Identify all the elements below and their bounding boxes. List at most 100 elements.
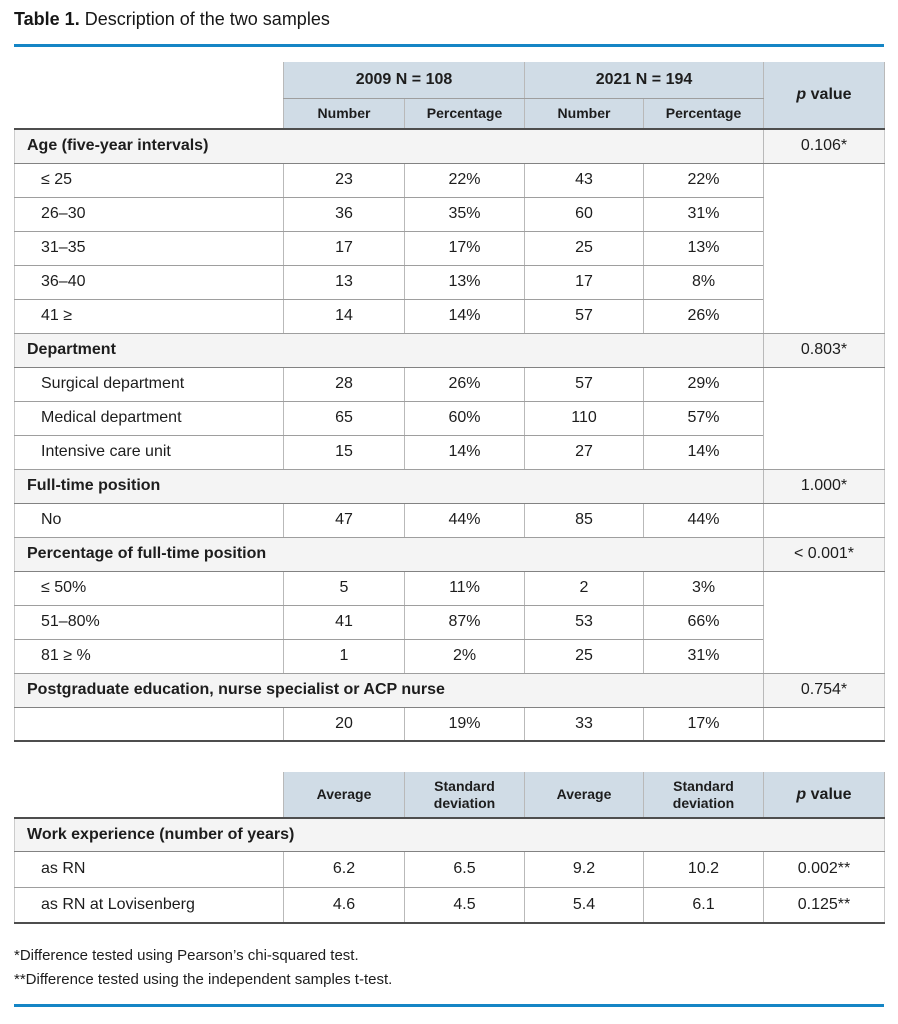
number-2009-cell: 36 [283, 196, 405, 232]
number-2009-cell: 41 [283, 604, 405, 640]
p-value-cell: 0.125** [763, 886, 885, 924]
work-experience-table: Average Standard deviation Average Stand… [14, 772, 885, 924]
header-percentage-2009: Percentage [404, 97, 525, 130]
sd-2021-cell: 10.2 [643, 850, 764, 888]
section-row-pct-fulltime: Percentage of full-time position < 0.001… [14, 536, 885, 572]
header-sd-2009: Standard deviation [404, 772, 525, 819]
p-symbol: p [796, 86, 807, 103]
footnote-t-test: **Difference tested using the independen… [14, 970, 393, 988]
row-label: No [14, 502, 284, 538]
percentage-2021-cell: 29% [643, 366, 764, 402]
header-percentage-2021: Percentage [643, 97, 764, 130]
row-label: Surgical department [14, 366, 284, 402]
number-2009-cell: 15 [283, 434, 405, 470]
p-value-span-cell [763, 502, 885, 538]
row-label: 31–35 [14, 230, 284, 266]
sd-2009-cell: 4.5 [404, 886, 525, 924]
p-symbol: p [796, 785, 807, 803]
row-label: 81 ≥ % [14, 638, 284, 674]
table-row: Surgical department 28 26% 57 29% [14, 366, 885, 470]
number-2021-cell: 27 [524, 434, 644, 470]
percentage-2009-cell: 11% [404, 570, 525, 606]
percentage-2021-cell: 8% [643, 264, 764, 300]
percentage-2009-cell: 44% [404, 502, 525, 538]
section-p-value: < 0.001* [763, 536, 885, 572]
top-rule [14, 44, 884, 47]
row-label: 41 ≥ [14, 298, 284, 334]
row-label: as RN [14, 850, 284, 888]
p-value-cell: 0.002** [763, 850, 885, 888]
header-average-2009: Average [283, 772, 405, 819]
percentage-2009-cell: 35% [404, 196, 525, 232]
table-row: ≤ 25 23 22% 43 22% [14, 162, 885, 334]
percentage-2009-cell: 87% [404, 604, 525, 640]
table-number-label: Table 1. [14, 9, 80, 29]
percentage-2021-cell: 3% [643, 570, 764, 606]
number-2021-cell: 33 [524, 706, 644, 742]
percentage-2009-cell: 19% [404, 706, 525, 742]
number-2009-cell: 47 [283, 502, 405, 538]
percentage-2021-cell: 31% [643, 638, 764, 674]
section-row-work-experience: Work experience (number of years) [14, 817, 885, 852]
sample-description-table: 2009 N = 108 2021 N = 194 p value Number… [14, 62, 885, 742]
page-title: Table 1. Description of the two samples [14, 9, 884, 30]
header-p-value: p value [763, 772, 885, 819]
row-label: 36–40 [14, 264, 284, 300]
number-2021-cell: 110 [524, 400, 644, 436]
row-label: Intensive care unit [14, 434, 284, 470]
section-label: Full-time position [14, 468, 764, 504]
average-2021-cell: 5.4 [524, 886, 644, 924]
number-2021-cell: 17 [524, 264, 644, 300]
p-value-span-cell [763, 366, 885, 470]
number-2009-cell: 28 [283, 366, 405, 402]
sd-2009-cell: 6.5 [404, 850, 525, 888]
section-label: Percentage of full-time position [14, 536, 764, 572]
number-2009-cell: 5 [283, 570, 405, 606]
percentage-2009-cell: 13% [404, 264, 525, 300]
percentage-2021-cell: 66% [643, 604, 764, 640]
table-row: 41 ≥ 14 14% 57 26% [14, 298, 885, 334]
average-2009-cell: 4.6 [283, 886, 405, 924]
section-p-value: 0.106* [763, 128, 885, 164]
sd-2021-cell: 6.1 [643, 886, 764, 924]
table-row: 26–30 36 35% 60 31% [14, 196, 885, 232]
table-row: 20 19% 33 17% [14, 706, 885, 742]
number-2009-cell: 1 [283, 638, 405, 674]
number-2021-cell: 25 [524, 638, 644, 674]
percentage-2009-cell: 14% [404, 298, 525, 334]
header-average-2021: Average [524, 772, 644, 819]
section-p-value: 1.000* [763, 468, 885, 504]
header-2009-group: 2009 N = 108 [283, 62, 525, 99]
percentage-2009-cell: 17% [404, 230, 525, 266]
header-row-measures: Number Percentage Number Percentage [15, 97, 885, 130]
number-2009-cell: 65 [283, 400, 405, 436]
row-label: ≤ 50% [14, 570, 284, 606]
header-number-2009: Number [283, 97, 405, 130]
number-2021-cell: 85 [524, 502, 644, 538]
table-row: 31–35 17 17% 25 13% [14, 230, 885, 266]
p-value-word: value [810, 785, 852, 803]
percentage-2009-cell: 14% [404, 434, 525, 470]
p-value-span-cell [763, 706, 885, 742]
number-2021-cell: 57 [524, 298, 644, 334]
section-p-value: 0.754* [763, 672, 885, 708]
bottom-rule [14, 1004, 884, 1007]
table-row: 36–40 13 13% 17 8% [14, 264, 885, 300]
section-p-value: 0.803* [763, 332, 885, 368]
p-value-word: value [810, 86, 852, 103]
percentage-2021-cell: 26% [643, 298, 764, 334]
percentage-2021-cell: 13% [643, 230, 764, 266]
section-row-department: Department 0.803* [14, 332, 885, 368]
table-row: 51–80% 41 87% 53 66% [14, 604, 885, 640]
percentage-2021-cell: 22% [643, 162, 764, 198]
percentage-2021-cell: 31% [643, 196, 764, 232]
number-2021-cell: 25 [524, 230, 644, 266]
percentage-2021-cell: 17% [643, 706, 764, 742]
average-2009-cell: 6.2 [283, 850, 405, 888]
section-row-age: Age (five-year intervals) 0.106* [14, 128, 885, 164]
percentage-2009-cell: 60% [404, 400, 525, 436]
section-label: Postgraduate education, nurse specialist… [14, 672, 764, 708]
table-row: as RN 6.2 6.5 9.2 10.2 0.002** [14, 850, 885, 888]
header-row-groups: 2009 N = 108 2021 N = 194 p value [14, 62, 885, 130]
number-2009-cell: 14 [283, 298, 405, 334]
